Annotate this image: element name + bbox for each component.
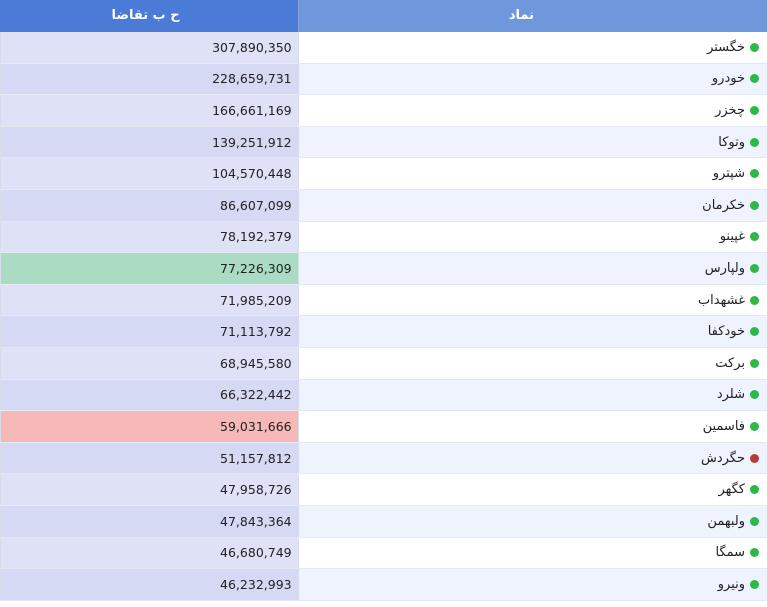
status-dot-icon [750,485,759,495]
symbol-label: غشهداب [697,292,745,308]
symbol-label: وتوکا [718,134,745,150]
demand-cell: 228,659,731 [0,63,299,95]
table-row[interactable]: 228,659,731 خودرو [0,63,767,96]
table-row[interactable]: 166,661,169 چخزر [0,95,767,127]
status-dot-icon [750,421,759,431]
table-row[interactable]: 77,226,309 ولپارس [0,253,767,285]
table-row[interactable]: 68,945,580 برکت [0,347,767,380]
demand-cell: 139,251,912 [0,126,299,158]
symbol-label: خگستر [707,39,745,55]
symbol-label: فاسمین [702,418,745,434]
symbol-cell[interactable]: ونیرو [298,569,767,600]
symbol-cell[interactable]: ولپارس [298,253,767,284]
table-row[interactable]: 47,958,726 کگهر [0,474,767,506]
symbol-label: ولبهمن [707,513,745,529]
table-row[interactable]: 51,157,812 حگردش [0,442,767,475]
table-row[interactable]: 66,322,442 شلرد [0,379,767,412]
symbol-label: برکت [715,355,745,371]
symbol-label: غپینو [719,229,745,245]
demand-cell: 46,680,749 [0,537,299,569]
status-dot-icon [750,516,759,526]
symbol-cell[interactable]: چخزر [298,95,767,126]
symbol-cell[interactable]: خودکفا [298,316,767,347]
status-dot-icon [750,42,759,52]
symbol-cell[interactable]: شپترو [298,158,767,189]
symbol-cell[interactable]: سمگا [298,537,767,569]
symbol-cell[interactable]: خگستر [298,32,767,63]
table-row[interactable]: 46,680,749 سمگا [0,537,767,570]
demand-cell: 307,890,350 [0,32,299,63]
symbol-cell[interactable]: غپینو [298,221,767,253]
status-dot-icon [750,105,759,115]
table-row[interactable]: 86,607,099 خکرمان [0,189,767,222]
status-dot-icon [750,232,759,242]
demand-cell: 78,192,379 [0,221,299,253]
table-row[interactable]: 71,113,792 خودکفا [0,316,767,348]
status-dot-icon [750,295,759,305]
status-dot-icon [750,358,759,368]
symbol-cell[interactable]: شلرد [298,379,767,411]
symbol-label: چخزر [715,102,745,118]
symbol-cell[interactable]: ولبهمن [298,505,767,537]
demand-cell: 71,985,209 [0,284,299,316]
table-row[interactable]: 78,192,379 غپینو [0,221,767,254]
demand-cell: 77,226,309 [0,253,299,284]
status-dot-icon [750,579,759,589]
symbol-cell[interactable]: حگردش [298,442,767,474]
status-dot-icon [750,137,759,147]
table-row[interactable]: 104,570,448 شپترو [0,158,767,190]
column-header-symbol[interactable]: نماد [298,0,767,32]
table-body: 307,890,350 خگستر 228,659,731 خودرو 166,661,… [0,32,767,601]
demand-cell: 71,113,792 [0,316,299,347]
symbol-label: خودکفا [707,324,745,340]
demand-cell: 47,958,726 [0,474,299,505]
symbol-label: سمگا [715,545,745,561]
demand-cell: 66,322,442 [0,379,299,411]
status-dot-icon [750,200,759,210]
demand-cell: 51,157,812 [0,442,299,474]
column-header-demand[interactable]: ح ب تقاضا [0,0,299,32]
symbol-label: شپترو [712,166,745,182]
table-row[interactable]: 307,890,350 خگستر [0,32,767,64]
symbol-label: شلرد [716,387,745,403]
symbol-label: ولپارس [704,260,745,276]
status-dot-icon [750,327,759,337]
status-dot-icon [750,390,759,400]
header-row: ح ب تقاضا نماد [0,0,767,32]
symbol-label: خودرو [711,71,745,87]
symbol-label: کگهر [718,482,745,498]
status-dot-icon [750,453,759,463]
symbol-label: حگردش [700,450,745,466]
status-dot-icon [750,263,759,273]
symbol-cell[interactable]: خودرو [298,63,767,95]
demand-cell: 47,843,364 [0,505,299,537]
symbol-cell[interactable]: برکت [298,347,767,379]
demand-cell: 86,607,099 [0,189,299,221]
table-row[interactable]: 139,251,912 وتوکا [0,126,767,159]
table-row[interactable]: 59,031,666 فاسمین [0,411,767,443]
status-dot-icon [750,548,759,558]
symbol-cell[interactable]: غشهداب [298,284,767,316]
status-dot-icon [750,74,759,84]
demand-cell: 59,031,666 [0,411,299,442]
symbol-cell[interactable]: وتوکا [298,126,767,158]
status-dot-icon [750,169,759,179]
demand-cell: 166,661,169 [0,95,299,126]
symbol-cell[interactable]: فاسمین [298,411,767,442]
symbol-cell[interactable]: کگهر [298,474,767,505]
symbol-label: خکرمان [702,197,745,213]
demand-cell: 68,945,580 [0,347,299,379]
symbol-cell[interactable]: خکرمان [298,189,767,221]
demand-cell: 104,570,448 [0,158,299,189]
table-row[interactable]: 71,985,209 غشهداب [0,284,767,317]
demand-cell: 46,232,993 [0,569,299,600]
table-row[interactable]: 47,843,364 ولبهمن [0,505,767,538]
symbol-label: ونیرو [717,576,745,592]
table-row[interactable]: 46,232,993 ونیرو [0,569,767,601]
